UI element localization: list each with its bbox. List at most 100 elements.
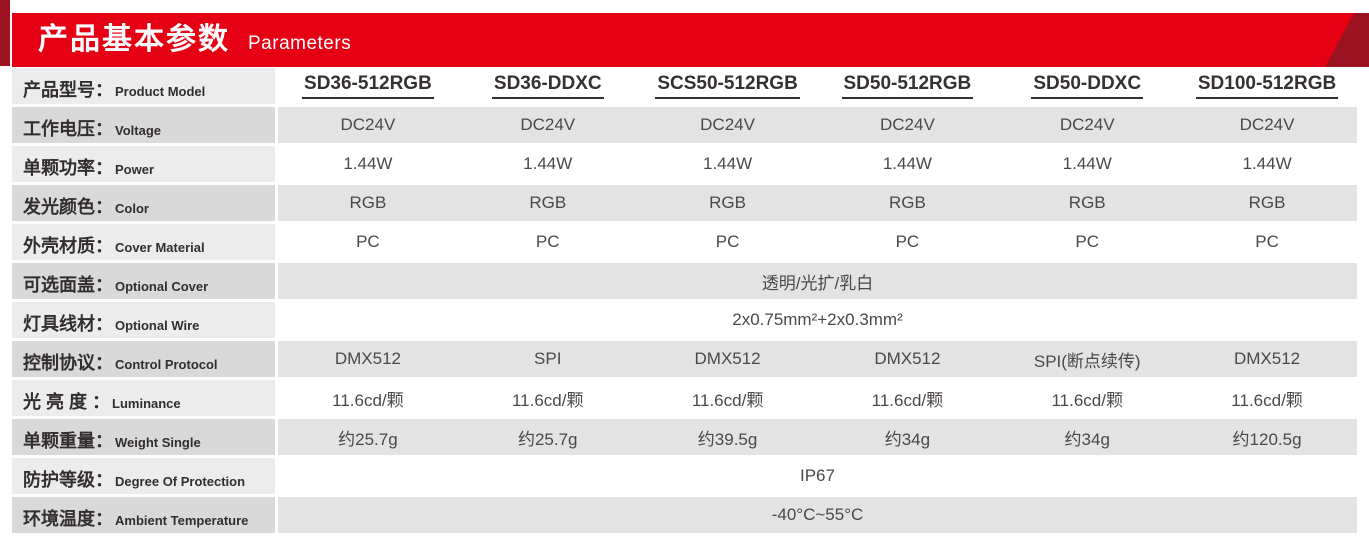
value-cell: 11.6cd/颗 <box>457 380 638 416</box>
row-label: 光 亮 度 ： Luminance <box>12 380 275 416</box>
row-label-zh: 环境温度： <box>23 509 113 529</box>
model-cell: SD50-512RGB <box>817 68 998 104</box>
row-label-zh: 控制协议： <box>23 353 113 373</box>
row-label-zh: 外壳材质： <box>23 236 113 256</box>
row-values: 11.6cd/颗 11.6cd/颗 11.6cd/颗 11.6cd/颗 11.6cd/颗… <box>278 380 1357 416</box>
value-cell: 11.6cd/颗 <box>637 380 818 416</box>
left-accent-bar <box>0 0 10 66</box>
model-cell: SD100-512RGB <box>1177 68 1357 104</box>
row-values: DC24V DC24V DC24V DC24V DC24V DC24V <box>278 107 1357 143</box>
row-label-zh: 单颗功率： <box>23 158 113 178</box>
value-cell: 约25.7g <box>278 419 458 455</box>
table-row: 控制协议： Control Protocol DMX512 SPI DMX512 DMX5… <box>12 341 1357 377</box>
row-label-zh: 防护等级： <box>23 470 113 490</box>
value-cell: DMX512 <box>817 341 998 377</box>
value-cell: PC <box>278 224 458 260</box>
row-label-zh: 可选面盖： <box>23 275 113 295</box>
row-label: 单颗功率： Power <box>12 146 275 182</box>
span-value-cell: -40°C~55°C <box>278 497 1357 533</box>
value-cell: 约120.5g <box>1177 419 1357 455</box>
row-label-zh: 工作电压： <box>23 119 113 139</box>
value-cell: 1.44W <box>997 146 1178 182</box>
value-cell: RGB <box>278 185 458 221</box>
value-cell: 约25.7g <box>457 419 638 455</box>
model-name: SD50-DDXC <box>1031 73 1144 99</box>
page-title: 产品基本参数 <box>38 23 230 56</box>
value-cell: PC <box>1177 224 1357 260</box>
value-cell: 约34g <box>997 419 1178 455</box>
row-label: 灯具线材： Optional Wire <box>12 302 275 338</box>
row-values: 1.44W 1.44W 1.44W 1.44W 1.44W 1.44W <box>278 146 1357 182</box>
span-value-cell: 2x0.75mm²+2x0.3mm² <box>278 302 1357 338</box>
row-values: -40°C~55°C <box>278 497 1357 533</box>
page-subtitle: Parameters <box>248 33 352 54</box>
value-cell: DC24V <box>997 107 1178 143</box>
row-label-en: Control Protocol <box>115 357 218 372</box>
row-label-zh: 单颗重量： <box>23 431 113 451</box>
row-values: 约25.7g 约25.7g 约39.5g 约34g 约34g 约120.5g <box>278 419 1357 455</box>
value-cell: SPI(断点续传) <box>997 341 1178 377</box>
value-cell: PC <box>457 224 638 260</box>
table-row: 可选面盖： Optional Cover 透明/光扩/乳白 <box>12 263 1357 299</box>
row-label: 外壳材质： Cover Material <box>12 224 275 260</box>
model-cell: SD36-512RGB <box>278 68 458 104</box>
value-cell: DC24V <box>278 107 458 143</box>
value-cell: PC <box>637 224 818 260</box>
row-values: IP67 <box>278 458 1357 494</box>
row-label-en: Optional Wire <box>115 318 200 333</box>
value-cell: 11.6cd/颗 <box>997 380 1178 416</box>
row-label-en: Ambient Temperature <box>115 513 249 528</box>
row-label-en: Optional Cover <box>115 279 209 294</box>
value-cell: RGB <box>817 185 998 221</box>
row-label: 控制协议： Control Protocol <box>12 341 275 377</box>
row-label-zh: 灯具线材： <box>23 314 113 334</box>
table-row: 光 亮 度 ： Luminance 11.6cd/颗 11.6cd/颗 11.6cd/颗… <box>12 380 1357 416</box>
table-row: 工作电压： Voltage DC24V DC24V DC24V DC24V DC24V DC2… <box>12 107 1357 143</box>
row-label: 发光颜色： Color <box>12 185 275 221</box>
value-cell: DMX512 <box>1177 341 1357 377</box>
row-values: SD36-512RGB SD36-DDXC SCS50-512RGB SD50-512… <box>278 68 1357 104</box>
value-cell: DMX512 <box>637 341 818 377</box>
model-cell: SD36-DDXC <box>457 68 638 104</box>
row-values: DMX512 SPI DMX512 DMX512 SPI(断点续传) DMX512 <box>278 341 1357 377</box>
header-banner: 产品基本参数 Parameters <box>12 13 1369 67</box>
row-label: 单颗重量： Weight Single <box>12 419 275 455</box>
value-cell: DC24V <box>817 107 998 143</box>
model-cell: SD50-DDXC <box>997 68 1178 104</box>
table-row: 产品型号： Product Model SD36-512RGB SD36-DDXC SC… <box>12 68 1357 104</box>
model-name: SD36-DDXC <box>491 73 604 99</box>
model-cell: SCS50-512RGB <box>637 68 818 104</box>
row-label-zh: 产品型号： <box>23 80 113 100</box>
value-cell: DMX512 <box>278 341 458 377</box>
row-label-en: Product Model <box>115 84 206 99</box>
row-label-en: Weight Single <box>115 435 201 450</box>
value-cell: RGB <box>997 185 1178 221</box>
value-cell: 约34g <box>817 419 998 455</box>
value-cell: DC24V <box>457 107 638 143</box>
model-name: SCS50-512RGB <box>655 73 800 99</box>
table-row: 环境温度： Ambient Temperature -40°C~55°C <box>12 497 1357 533</box>
row-label-en: Voltage <box>115 123 161 138</box>
table-row: 灯具线材： Optional Wire 2x0.75mm²+2x0.3mm² <box>12 302 1357 338</box>
model-name: SD100-512RGB <box>1195 73 1339 99</box>
table-row: 单颗功率： Power 1.44W 1.44W 1.44W 1.44W 1.44W 1.44W <box>12 146 1357 182</box>
row-label-en: Luminance <box>112 396 181 411</box>
row-values: PC PC PC PC PC PC <box>278 224 1357 260</box>
model-name: SD36-512RGB <box>302 73 434 99</box>
row-label-en: Power <box>115 162 155 177</box>
table-row: 发光颜色： Color RGB RGB RGB RGB RGB RGB <box>12 185 1357 221</box>
value-cell: 1.44W <box>1177 146 1357 182</box>
model-name: SD50-512RGB <box>841 73 974 99</box>
value-cell: 11.6cd/颗 <box>1177 380 1357 416</box>
row-values: RGB RGB RGB RGB RGB RGB <box>278 185 1357 221</box>
value-cell: 11.6cd/颗 <box>817 380 998 416</box>
row-values: 2x0.75mm²+2x0.3mm² <box>278 302 1357 338</box>
span-value-cell: IP67 <box>278 458 1357 494</box>
value-cell: RGB <box>637 185 818 221</box>
value-cell: PC <box>817 224 998 260</box>
table-row: 防护等级： Degree Of Protection IP67 <box>12 458 1357 494</box>
row-label-en: Cover Material <box>115 240 205 255</box>
parameters-table: 产品型号： Product Model SD36-512RGB SD36-DDXC SC… <box>12 68 1357 536</box>
row-label-zh: 发光颜色： <box>23 197 113 217</box>
